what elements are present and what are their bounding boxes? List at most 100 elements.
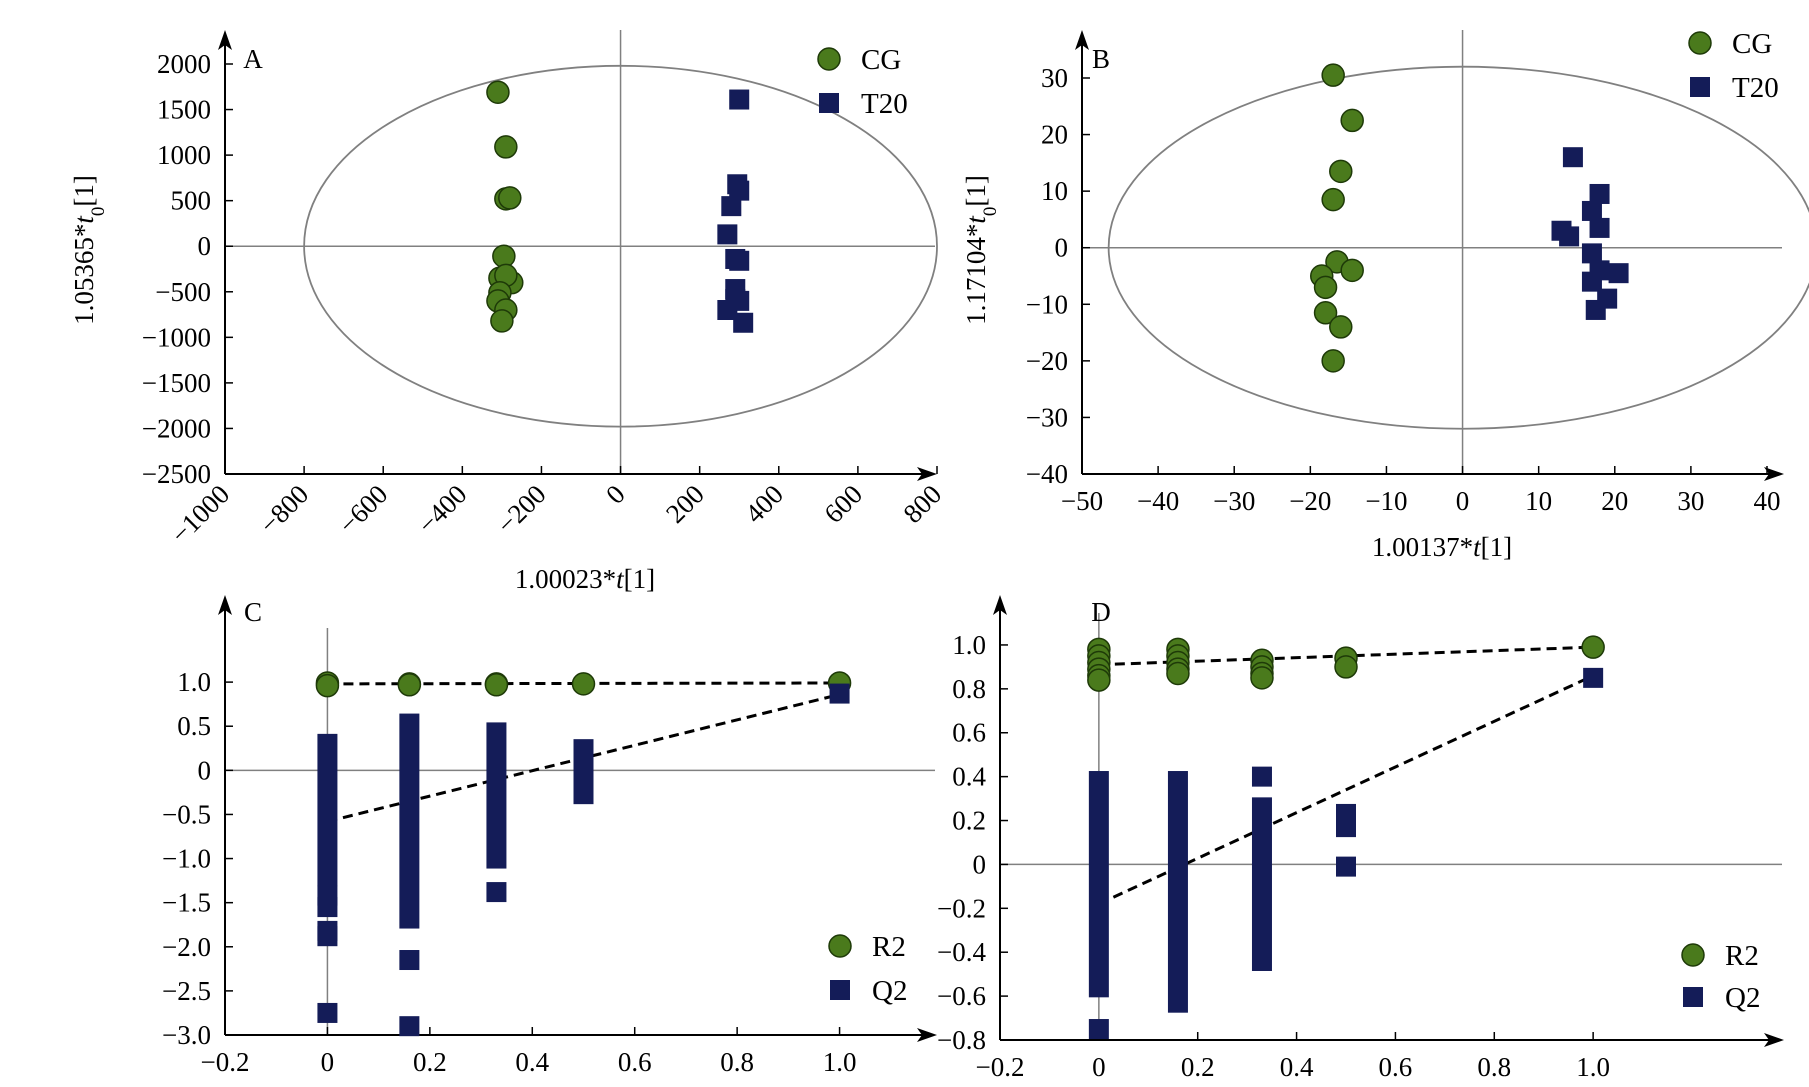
x-tick-label: 400 (739, 479, 789, 529)
confidence-ellipse (303, 64, 938, 428)
data-point-t20 (1562, 147, 1583, 168)
q2-permutation-cluster (1251, 797, 1272, 971)
y-tick-label: −3.0 (162, 1020, 211, 1050)
data-point-q2 (829, 683, 850, 704)
data-point-q2 (1088, 1019, 1109, 1040)
x-axis-arrow (917, 1028, 937, 1042)
x-axis-arrow (917, 467, 937, 481)
data-point-cg (1321, 63, 1345, 87)
data-point-t20 (1585, 299, 1606, 320)
legend-marker-q2 (1683, 987, 1703, 1007)
y-tick-label: −500 (155, 277, 211, 307)
data-point-t20 (721, 196, 742, 217)
data-point-t20 (1559, 226, 1580, 247)
y-tick-label: −2.5 (162, 976, 211, 1006)
y-tick-label: 0 (1055, 233, 1069, 263)
y-tick-label: 20 (1041, 120, 1068, 150)
q2-permutation-cluster (573, 739, 594, 805)
y-tick-label: 1000 (157, 140, 211, 170)
x-tick-label: 0.6 (618, 1047, 652, 1077)
data-point-q2 (1583, 667, 1604, 688)
x-axis-title: 1.00137*t[1] (1372, 532, 1512, 562)
x-tick-label: 800 (897, 479, 947, 529)
y-axis-title: 1.17104*t0[1] (961, 175, 1001, 325)
x-tick-label: 0 (1092, 1052, 1106, 1082)
x-tick-label: 200 (660, 479, 710, 529)
legend-marker-cg (817, 47, 841, 71)
data-point-r2 (397, 673, 422, 697)
legend-marker-t20 (819, 93, 839, 113)
x-tick-label: −600 (333, 479, 394, 540)
regression-line-q2 (1098, 674, 1594, 906)
y-tick-label: −1500 (142, 368, 211, 398)
data-point-cg (1313, 301, 1338, 325)
y-tick-label: −1.0 (162, 844, 211, 874)
panel-letter: B (1092, 44, 1110, 74)
data-point-t20 (729, 250, 750, 271)
q2-permutation-cluster (317, 733, 338, 887)
legend-label-r2: R2 (1725, 940, 1759, 972)
data-point-t20 (1581, 200, 1602, 221)
x-tick-label: 0.4 (1280, 1052, 1314, 1082)
y-tick-label: −2.0 (162, 932, 211, 962)
legend-marker-r2 (1681, 943, 1705, 967)
x-tick-label: −30 (1213, 486, 1255, 516)
q2-permutation-cluster (399, 713, 420, 929)
data-point-r2 (1581, 635, 1605, 659)
y-tick-label: −0.2 (937, 893, 986, 923)
panel-a: −1000 −800 −600 −400 −200 0 200 400 600 800−2500−… (69, 30, 947, 594)
data-point-cg (1321, 349, 1345, 373)
y-tick-label: 0.6 (952, 718, 986, 748)
panel-letter: D (1091, 597, 1111, 627)
x-tick-label: 0 (600, 479, 631, 510)
data-point-cg (1340, 108, 1364, 133)
data-point-r2 (1166, 661, 1190, 686)
confidence-ellipse (1107, 65, 1809, 430)
x-axis-arrow (1764, 1033, 1784, 1047)
x-tick-label: −40 (1137, 486, 1179, 516)
x-tick-label: 10 (1525, 486, 1552, 516)
q2-permutation-cluster (1088, 771, 1109, 998)
data-point-t20 (729, 89, 750, 110)
y-tick-label: 500 (171, 186, 212, 216)
data-point-q2 (1251, 766, 1272, 787)
data-point-r2 (315, 673, 340, 698)
data-point-q2 (1336, 817, 1356, 838)
x-tick-label: 0 (321, 1047, 335, 1077)
y-tick-label: 0 (973, 849, 987, 879)
y-tick-label: 30 (1041, 63, 1068, 93)
x-axis-arrow (1764, 467, 1784, 481)
y-tick-label: −0.6 (937, 981, 986, 1011)
legend-label-cg: CG (1732, 28, 1772, 60)
x-tick-label: −800 (254, 479, 315, 540)
y-tick-label: −10 (1026, 289, 1068, 319)
data-point-cg (490, 309, 514, 333)
x-tick-label: −200 (491, 479, 552, 540)
y-tick-label: −2500 (142, 459, 211, 489)
y-tick-label: −0.4 (937, 937, 986, 967)
x-tick-label: 40 (1754, 486, 1781, 516)
data-point-q2 (317, 926, 338, 947)
data-point-cg (1313, 275, 1338, 300)
x-tick-label: 1.0 (823, 1047, 857, 1077)
panel-letter: A (243, 44, 263, 74)
data-point-q2 (317, 1002, 338, 1023)
x-tick-label: −50 (1061, 486, 1103, 516)
data-point-cg (1340, 258, 1364, 283)
y-axis-arrow (218, 30, 232, 50)
data-point-r2 (1250, 666, 1274, 690)
legend-marker-q2 (830, 980, 850, 1000)
y-tick-label: 1.0 (952, 630, 986, 660)
x-tick-label: −0.2 (201, 1047, 250, 1077)
data-point-t20 (733, 312, 754, 333)
x-tick-label: 20 (1601, 486, 1628, 516)
data-point-r2 (571, 672, 596, 696)
y-tick-label: −1000 (142, 322, 211, 352)
data-point-q2 (399, 950, 420, 971)
x-tick-label: −1000 (165, 479, 235, 549)
x-axis-title: 1.00023*t[1] (515, 564, 655, 594)
q2-permutation-cluster (486, 722, 507, 869)
x-tick-label: 1.0 (1576, 1052, 1610, 1082)
x-tick-label: 0.2 (1181, 1052, 1215, 1082)
